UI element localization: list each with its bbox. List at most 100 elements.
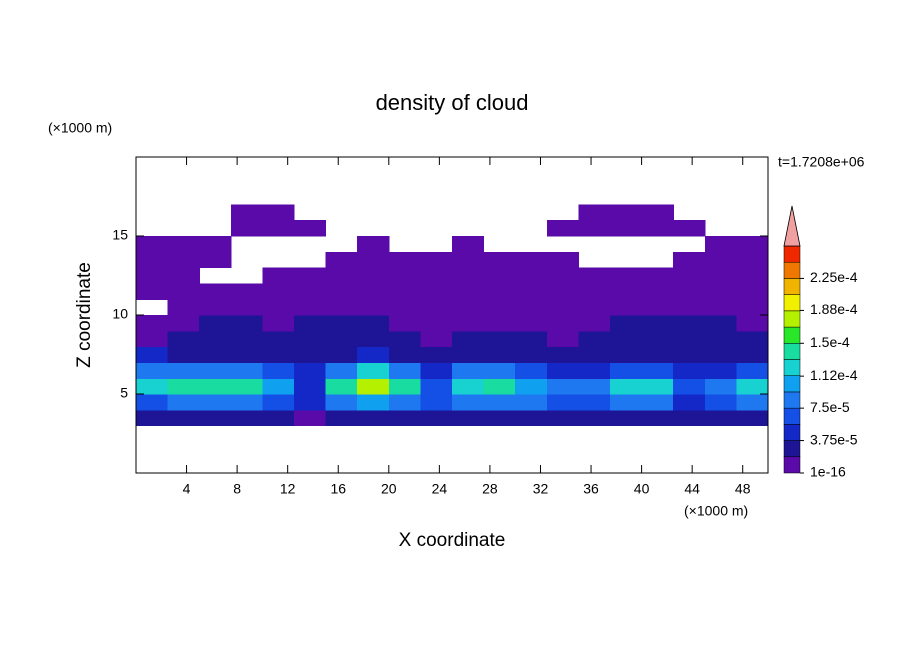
contour-cell: [483, 299, 516, 316]
contour-cell: [578, 394, 611, 411]
y-axis-label: Z coordinate: [74, 262, 95, 368]
contour-cell: [736, 330, 769, 348]
colorbar-band: [783, 456, 801, 474]
contour-cell: [136, 394, 169, 411]
contour-cell: [325, 346, 358, 363]
contour-cell: [736, 346, 769, 363]
colorbar-band: [783, 343, 801, 360]
contour-cell: [578, 283, 611, 300]
x-tick-label: 24: [432, 481, 448, 497]
contour-cell: [167, 330, 200, 348]
contour-cell: [230, 362, 263, 379]
colorbar-band: [783, 375, 801, 393]
contour-cell: [515, 330, 548, 348]
contour-cell: [515, 362, 548, 379]
contour-cell: [388, 267, 421, 284]
contour-cell: [641, 362, 674, 379]
contour-cell: [167, 346, 200, 363]
contour-cell: [357, 283, 390, 300]
contour-cell: [230, 378, 263, 395]
chart-title: density of cloud: [376, 90, 529, 115]
contour-cell: [736, 299, 769, 316]
contour-cell: [420, 299, 453, 316]
contour-cell: [294, 378, 327, 395]
x-axis-label: X coordinate: [399, 530, 506, 551]
contour-cell: [546, 378, 579, 395]
contour-cell: [704, 299, 737, 316]
contour-cell: [546, 220, 579, 237]
x-tick-label: 20: [381, 481, 397, 497]
contour-cell: [388, 330, 421, 348]
contour-cell: [294, 315, 327, 332]
contour-cell: [578, 362, 611, 379]
contour-cell: [736, 267, 769, 284]
contour-cell: [325, 378, 358, 395]
contour-cell: [483, 362, 516, 379]
contour-cell: [673, 267, 706, 284]
contour-cell: [167, 299, 200, 316]
contour-cell: [420, 251, 453, 269]
contour-cell: [704, 330, 737, 348]
contour-cell: [704, 394, 737, 411]
colorbar-tick-label: 2.25e-4: [810, 269, 858, 285]
contour-cell: [515, 267, 548, 284]
contour-cell: [641, 315, 674, 332]
y-tick-label: 15: [112, 227, 128, 243]
contour-cell: [199, 378, 232, 395]
contour-cell: [610, 204, 643, 221]
contour-cell: [452, 267, 485, 284]
contour-cell: [610, 362, 643, 379]
contour-cell: [610, 378, 643, 395]
colorbar-tick-label: 1e-16: [810, 464, 846, 480]
contour-cell: [357, 236, 390, 253]
contour-cell: [262, 409, 295, 427]
contour-cell: [325, 362, 358, 379]
contour-cell: [610, 330, 643, 348]
contour-cell: [673, 283, 706, 300]
contour-cell: [294, 409, 327, 427]
contour-cell: [199, 330, 232, 348]
contour-cell: [641, 267, 674, 284]
contour-cell: [167, 315, 200, 332]
contour-cell: [325, 394, 358, 411]
contour-cell: [610, 299, 643, 316]
contour-cell: [357, 362, 390, 379]
contour-cell: [230, 346, 263, 363]
contour-cell: [294, 283, 327, 300]
contour-cell: [515, 409, 548, 427]
time-annotation: t=1.7208e+06: [778, 154, 865, 170]
contour-cell: [578, 346, 611, 363]
contour-cell: [294, 220, 327, 237]
contour-cell: [578, 204, 611, 221]
contour-cell: [704, 346, 737, 363]
contour-cell: [230, 409, 263, 427]
x-tick-label: 8: [233, 481, 241, 497]
contour-cell: [736, 378, 769, 395]
colorbar-tick-label: 7.5e-5: [810, 399, 850, 415]
contour-cell: [610, 283, 643, 300]
contour-cell: [167, 283, 200, 300]
contour-cell: [325, 251, 358, 269]
colorbar-tick-label: 3.75e-5: [810, 431, 858, 447]
contour-cell: [546, 330, 579, 348]
contour-cell: [420, 283, 453, 300]
colorbar-tick-label: 1.88e-4: [810, 301, 858, 317]
contour-cell: [388, 283, 421, 300]
contour-cell: [199, 346, 232, 363]
contour-cell: [736, 251, 769, 269]
contour-cell: [515, 394, 548, 411]
contour-cell: [199, 394, 232, 411]
contour-cell: [167, 409, 200, 427]
contour-cell: [199, 236, 232, 253]
contour-cell: [388, 315, 421, 332]
contour-cell: [136, 362, 169, 379]
colorbar-band: [783, 391, 801, 409]
contour-cell: [578, 378, 611, 395]
contour-cell: [136, 267, 169, 284]
contour-cell: [357, 251, 390, 269]
contour-cell: [515, 315, 548, 332]
contour-cell: [546, 267, 579, 284]
contour-cell: [452, 315, 485, 332]
contour-cell: [357, 394, 390, 411]
